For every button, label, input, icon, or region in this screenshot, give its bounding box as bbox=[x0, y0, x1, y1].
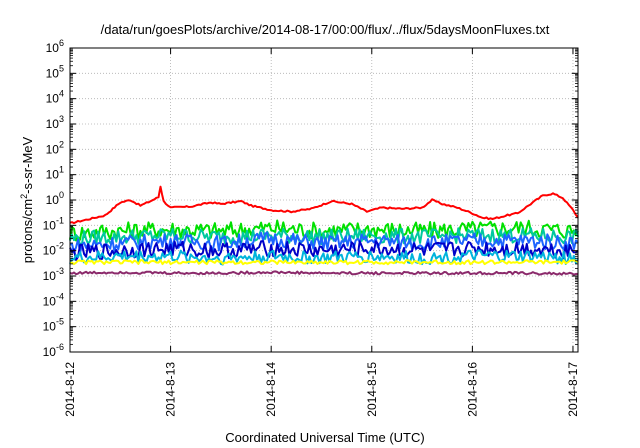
y-tick-label-exp: -4 bbox=[56, 291, 64, 301]
y-tick-label-exp: -1 bbox=[56, 215, 64, 225]
y-tick-label-base: 10 bbox=[46, 41, 60, 55]
y-tick-label-exp: 3 bbox=[59, 114, 64, 124]
y-axis-title-base: protons/cm bbox=[20, 199, 35, 263]
chart-title: /data/run/goesPlots/archive/2014-08-17/0… bbox=[101, 22, 550, 37]
x-tick-label: 2014-8-15 bbox=[365, 362, 379, 417]
y-tick-label-base: 10 bbox=[43, 320, 57, 334]
y-tick-label-base: 10 bbox=[46, 193, 60, 207]
y-tick-label-base: 10 bbox=[43, 269, 57, 283]
axis-ticks bbox=[69, 47, 578, 353]
y-tick-label: 10-4 bbox=[43, 291, 64, 308]
y-tick-label: 105 bbox=[46, 63, 64, 80]
y-tick-label-exp: 2 bbox=[59, 139, 64, 149]
series-line bbox=[69, 249, 579, 266]
x-tick-label: 2014-8-17 bbox=[566, 362, 580, 417]
y-tick-label-exp: -2 bbox=[56, 241, 64, 251]
y-tick-label-base: 10 bbox=[43, 345, 57, 359]
y-tick-label-exp: -6 bbox=[56, 342, 64, 352]
y-tick-label: 102 bbox=[46, 139, 64, 156]
x-tick-label: 2014-8-12 bbox=[63, 362, 77, 417]
x-axis-title: Coordinated Universal Time (UTC) bbox=[225, 430, 424, 445]
y-tick-label-exp: 1 bbox=[59, 165, 64, 175]
y-tick-label-base: 10 bbox=[46, 66, 60, 80]
series-line bbox=[69, 240, 579, 261]
series-line bbox=[69, 227, 579, 246]
y-tick-label-base: 10 bbox=[46, 92, 60, 106]
x-tick-labels: 2014-8-12 2014-8-13 2014-8-14 2014-8-15 2014… bbox=[63, 362, 580, 417]
y-tick-label-exp: 0 bbox=[59, 190, 64, 200]
x-tick-label: 2014-8-13 bbox=[164, 362, 178, 417]
series-layer bbox=[69, 185, 579, 276]
y-tick-label-base: 10 bbox=[43, 244, 57, 258]
y-tick-label-exp: 5 bbox=[59, 63, 64, 73]
series-line bbox=[69, 270, 579, 276]
y-tick-label-base: 10 bbox=[46, 117, 60, 131]
y-tick-label-base: 10 bbox=[46, 142, 60, 156]
y-tick-label-exp: 6 bbox=[59, 38, 64, 48]
x-tick-label: 2014-8-16 bbox=[465, 362, 479, 417]
y-tick-label-base: 10 bbox=[43, 218, 57, 232]
y-tick-label-base: 10 bbox=[43, 294, 57, 308]
y-tick-label-exp: 4 bbox=[59, 89, 64, 99]
y-tick-label: 103 bbox=[46, 114, 64, 131]
y-tick-label: 101 bbox=[46, 165, 64, 182]
y-axis-title-sup: 2 bbox=[19, 194, 29, 199]
y-tick-labels: 10-610-510-410-310-210-11001011021031041… bbox=[43, 38, 64, 359]
y-tick-label: 10-6 bbox=[43, 342, 64, 359]
x-tick-label: 2014-8-14 bbox=[264, 362, 278, 417]
plot-frame bbox=[69, 47, 579, 353]
y-tick-label: 10-2 bbox=[43, 241, 64, 258]
y-axis-title: protons/cm2-s-sr-MeV bbox=[19, 136, 35, 263]
y-tick-label: 104 bbox=[46, 89, 64, 106]
y-tick-label-exp: -3 bbox=[56, 266, 64, 276]
y-tick-label: 106 bbox=[46, 38, 64, 55]
series-line bbox=[69, 185, 579, 225]
y-tick-label-exp: -5 bbox=[56, 317, 64, 327]
y-tick-label: 10-1 bbox=[43, 215, 64, 232]
y-axis-title-rest: -s-sr-MeV bbox=[20, 136, 35, 193]
grid-lines bbox=[70, 48, 578, 352]
y-tick-label-base: 10 bbox=[46, 168, 60, 182]
y-tick-label: 100 bbox=[46, 190, 64, 207]
y-tick-label: 10-5 bbox=[43, 317, 64, 334]
series-line bbox=[69, 259, 579, 266]
y-tick-label: 10-3 bbox=[43, 266, 64, 283]
